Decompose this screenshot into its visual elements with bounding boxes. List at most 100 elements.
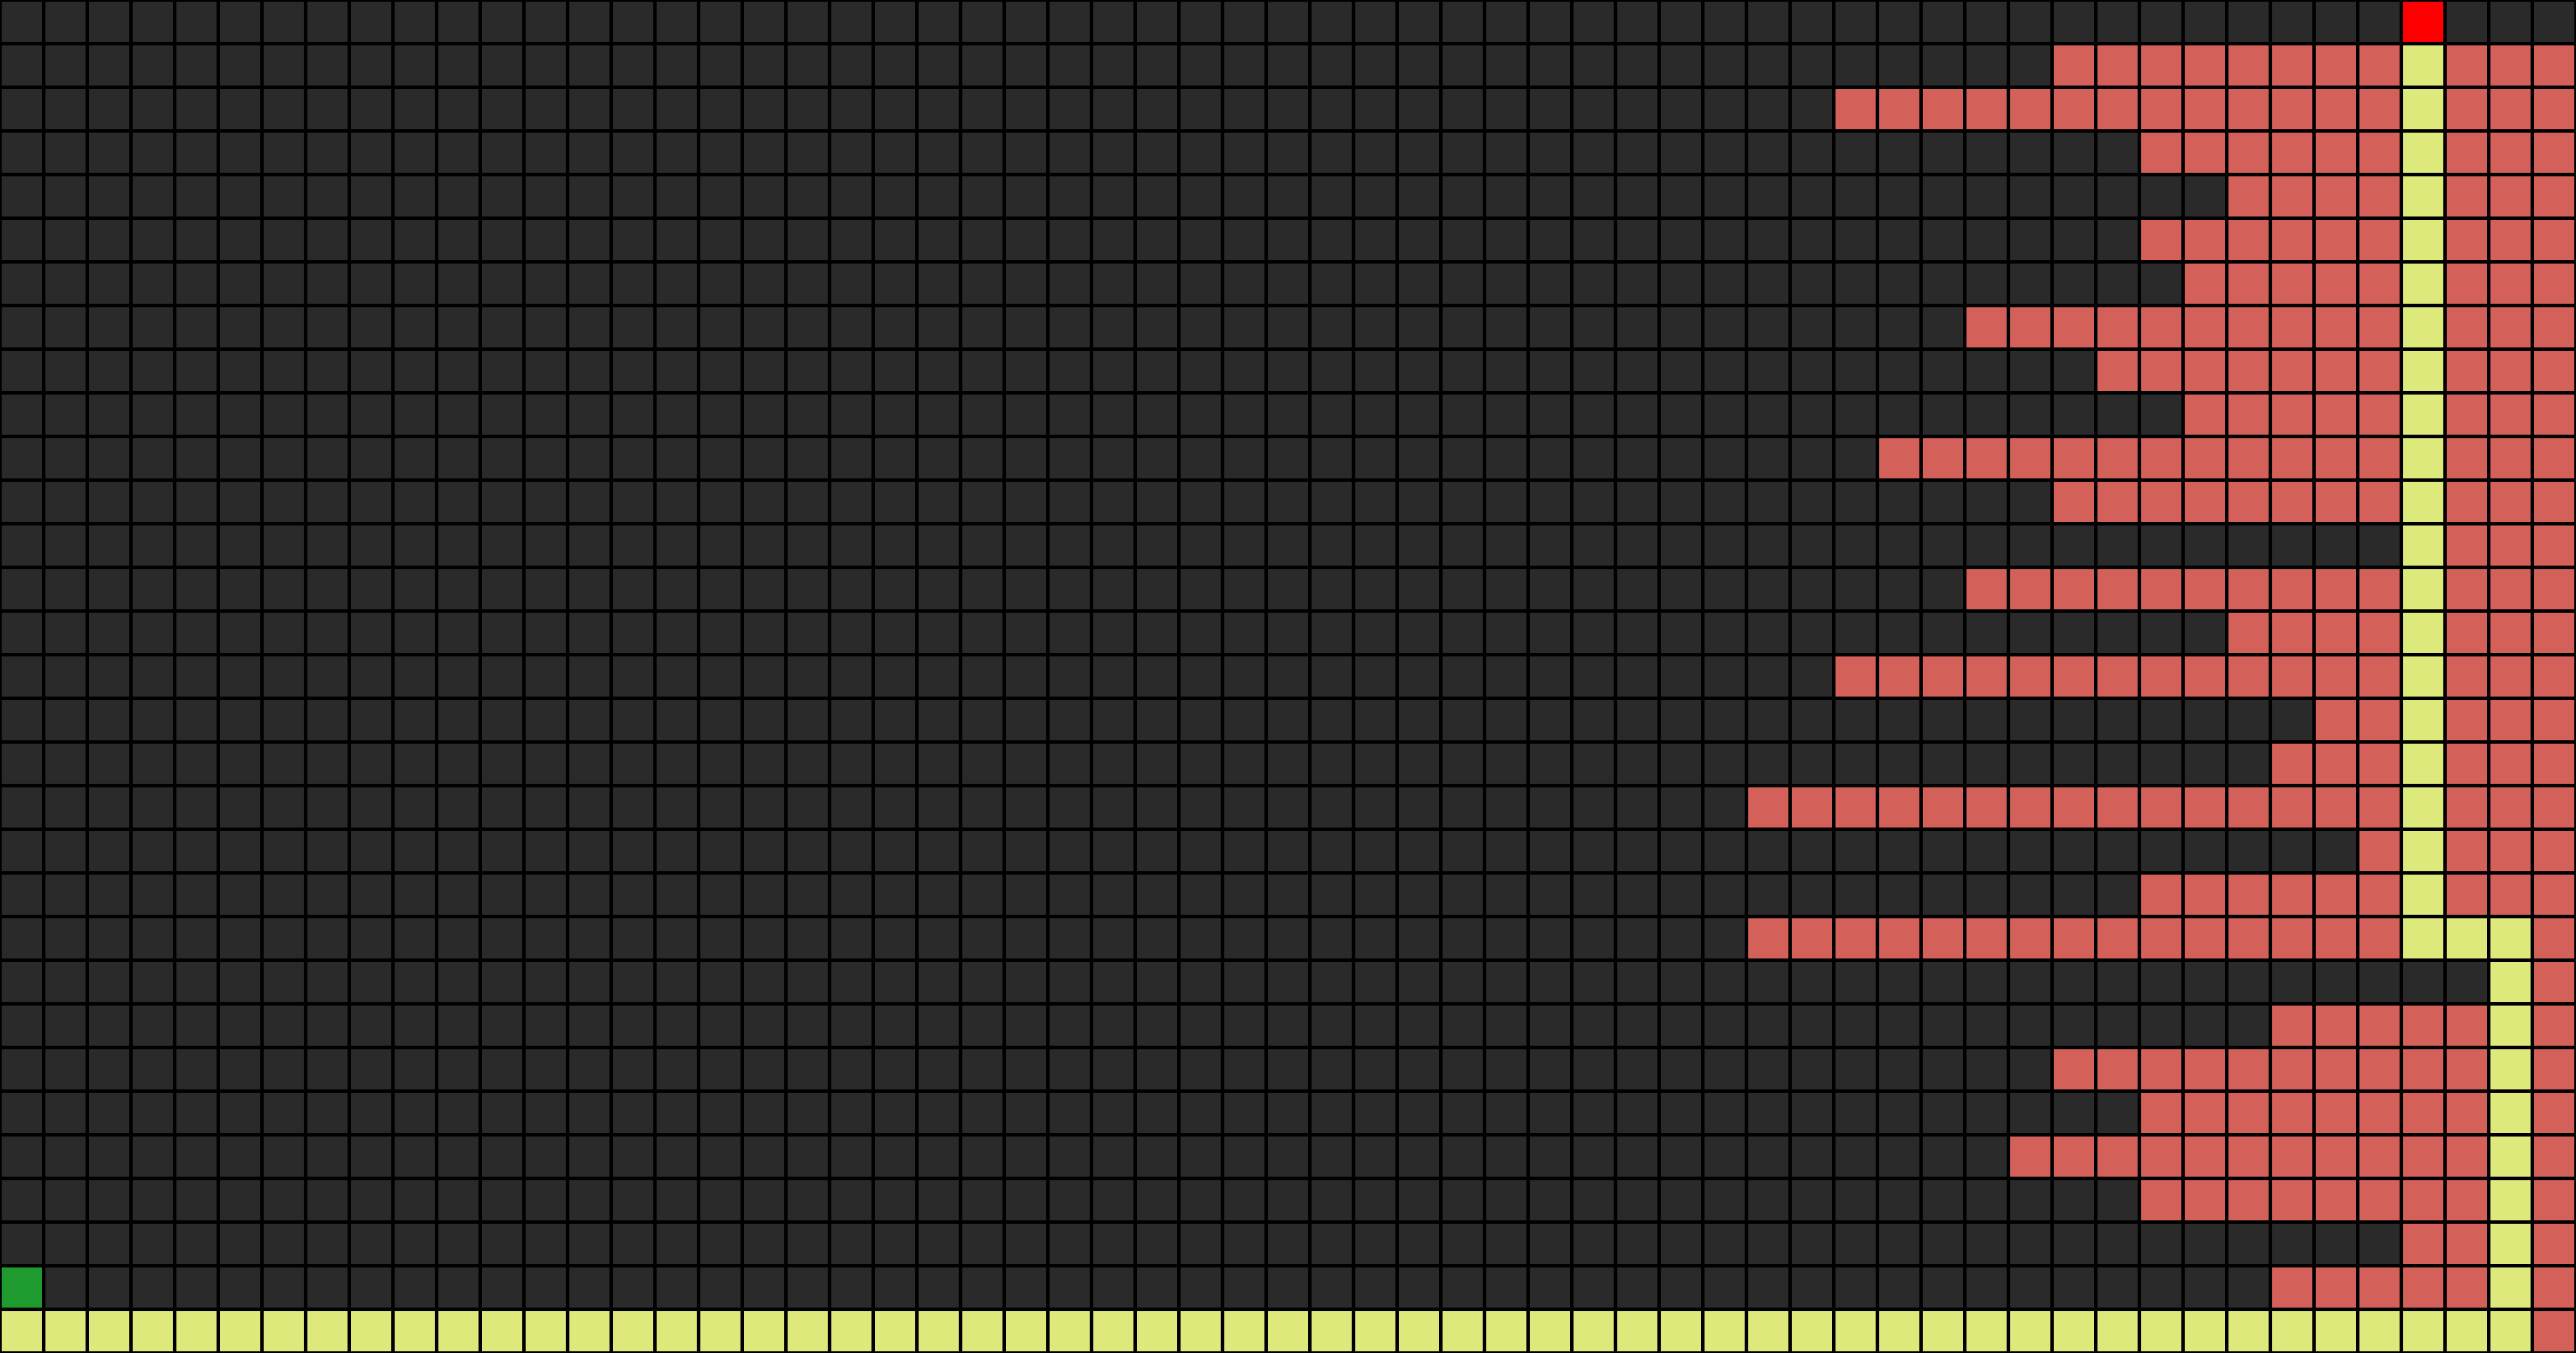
empty-cell[interactable]: [1353, 655, 1397, 698]
path-cell[interactable]: [1659, 1309, 1703, 1353]
empty-cell[interactable]: [2052, 524, 2096, 567]
empty-cell[interactable]: [44, 1266, 87, 1309]
empty-cell[interactable]: [1528, 306, 1572, 349]
empty-cell[interactable]: [1528, 567, 1572, 611]
empty-cell[interactable]: [1921, 960, 1965, 1004]
empty-cell[interactable]: [1528, 436, 1572, 480]
visited-cell[interactable]: [2270, 218, 2314, 262]
empty-cell[interactable]: [2183, 1222, 2227, 1266]
empty-cell[interactable]: [830, 567, 873, 611]
empty-cell[interactable]: [1965, 262, 2008, 306]
empty-cell[interactable]: [1659, 655, 1703, 698]
empty-cell[interactable]: [1004, 829, 1048, 873]
empty-cell[interactable]: [2139, 611, 2183, 655]
empty-cell[interactable]: [524, 960, 568, 1004]
empty-cell[interactable]: [1746, 393, 1790, 436]
empty-cell[interactable]: [1266, 524, 1310, 567]
empty-cell[interactable]: [524, 524, 568, 567]
empty-cell[interactable]: [961, 829, 1004, 873]
visited-cell[interactable]: [2270, 131, 2314, 175]
empty-cell[interactable]: [480, 306, 524, 349]
empty-cell[interactable]: [2008, 349, 2052, 393]
empty-cell[interactable]: [1659, 393, 1703, 436]
empty-cell[interactable]: [349, 873, 393, 917]
empty-cell[interactable]: [1834, 218, 1877, 262]
empty-cell[interactable]: [742, 393, 786, 436]
empty-cell[interactable]: [830, 611, 873, 655]
path-cell[interactable]: [480, 1309, 524, 1353]
empty-cell[interactable]: [524, 873, 568, 917]
path-cell[interactable]: [2401, 524, 2445, 567]
visited-cell[interactable]: [2489, 873, 2532, 917]
visited-cell[interactable]: [2270, 1091, 2314, 1135]
empty-cell[interactable]: [87, 262, 131, 306]
empty-cell[interactable]: [961, 436, 1004, 480]
empty-cell[interactable]: [2096, 0, 2139, 44]
empty-cell[interactable]: [131, 87, 175, 131]
empty-cell[interactable]: [218, 873, 262, 917]
empty-cell[interactable]: [480, 175, 524, 218]
visited-cell[interactable]: [2227, 1091, 2270, 1135]
empty-cell[interactable]: [1353, 1266, 1397, 1309]
empty-cell[interactable]: [175, 1004, 218, 1047]
empty-cell[interactable]: [1441, 611, 1484, 655]
empty-cell[interactable]: [1528, 1266, 1572, 1309]
empty-cell[interactable]: [1353, 1178, 1397, 1222]
empty-cell[interactable]: [1092, 960, 1135, 1004]
empty-cell[interactable]: [655, 655, 699, 698]
empty-cell[interactable]: [742, 1091, 786, 1135]
visited-cell[interactable]: [2096, 655, 2139, 698]
visited-cell[interactable]: [2358, 1135, 2401, 1178]
empty-cell[interactable]: [1135, 611, 1179, 655]
visited-cell[interactable]: [2270, 393, 2314, 436]
path-cell[interactable]: [2489, 1309, 2532, 1353]
empty-cell[interactable]: [917, 393, 961, 436]
empty-cell[interactable]: [611, 786, 655, 829]
empty-cell[interactable]: [611, 44, 655, 87]
empty-cell[interactable]: [1092, 829, 1135, 873]
empty-cell[interactable]: [1223, 175, 1266, 218]
empty-cell[interactable]: [1441, 786, 1484, 829]
empty-cell[interactable]: [1877, 393, 1921, 436]
empty-cell[interactable]: [1048, 698, 1092, 742]
empty-cell[interactable]: [218, 87, 262, 131]
visited-cell[interactable]: [2227, 1135, 2270, 1178]
empty-cell[interactable]: [306, 44, 349, 87]
empty-cell[interactable]: [349, 131, 393, 175]
empty-cell[interactable]: [1135, 829, 1179, 873]
empty-cell[interactable]: [611, 742, 655, 786]
empty-cell[interactable]: [1004, 393, 1048, 436]
visited-cell[interactable]: [2139, 786, 2183, 829]
empty-cell[interactable]: [1484, 786, 1528, 829]
empty-cell[interactable]: [0, 960, 44, 1004]
empty-cell[interactable]: [1572, 917, 1615, 960]
empty-cell[interactable]: [786, 262, 830, 306]
visited-cell[interactable]: [2270, 436, 2314, 480]
empty-cell[interactable]: [1659, 218, 1703, 262]
empty-cell[interactable]: [1092, 655, 1135, 698]
visited-cell[interactable]: [2227, 175, 2270, 218]
empty-cell[interactable]: [480, 0, 524, 44]
visited-cell[interactable]: [2489, 393, 2532, 436]
visited-cell[interactable]: [2445, 1004, 2489, 1047]
empty-cell[interactable]: [961, 131, 1004, 175]
empty-cell[interactable]: [1135, 480, 1179, 524]
empty-cell[interactable]: [699, 829, 742, 873]
empty-cell[interactable]: [1266, 917, 1310, 960]
empty-cell[interactable]: [742, 917, 786, 960]
empty-cell[interactable]: [262, 1222, 306, 1266]
empty-cell[interactable]: [2139, 1004, 2183, 1047]
empty-cell[interactable]: [1659, 917, 1703, 960]
empty-cell[interactable]: [1921, 131, 1965, 175]
path-cell[interactable]: [2489, 1047, 2532, 1091]
empty-cell[interactable]: [1615, 0, 1659, 44]
visited-cell[interactable]: [2139, 567, 2183, 611]
empty-cell[interactable]: [1135, 524, 1179, 567]
empty-cell[interactable]: [1135, 393, 1179, 436]
visited-cell[interactable]: [2096, 1047, 2139, 1091]
empty-cell[interactable]: [655, 1222, 699, 1266]
empty-cell[interactable]: [306, 131, 349, 175]
empty-cell[interactable]: [1703, 175, 1746, 218]
empty-cell[interactable]: [1746, 742, 1790, 786]
empty-cell[interactable]: [1484, 1135, 1528, 1178]
